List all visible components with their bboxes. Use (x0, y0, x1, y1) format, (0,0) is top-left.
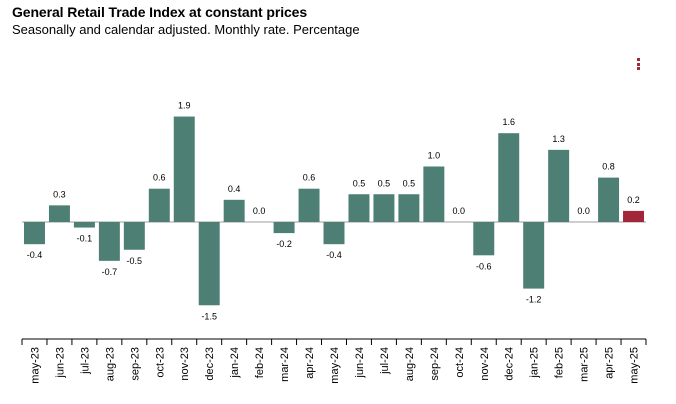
x-tick-label-sep-23: sep-23 (129, 347, 141, 381)
x-tick-label-aug-23: aug-23 (104, 347, 116, 381)
data-label-dec-24: 1.6 (502, 117, 515, 127)
bar-nov-24 (473, 222, 495, 256)
x-tick-label-jan-24: jan-24 (229, 347, 241, 379)
data-label-jun-24: 0.5 (353, 178, 366, 188)
data-label-jul-24: 0.5 (378, 178, 391, 188)
x-tick-label-nov-24: nov-24 (479, 347, 491, 381)
x-tick-label-oct-23: oct-23 (154, 347, 166, 378)
data-label-dec-23: -1.5 (201, 311, 217, 321)
bar-aug-24 (398, 194, 420, 222)
data-label-may-24: -0.4 (326, 250, 342, 260)
x-tick-label-nov-23: nov-23 (179, 347, 191, 381)
bar-jun-23 (48, 205, 70, 222)
bar-apr-24 (298, 188, 320, 222)
bar-sep-23 (123, 222, 145, 250)
bar-may-23 (24, 222, 45, 245)
bar-aug-23 (98, 222, 120, 261)
x-tick-label-jun-24: jun-24 (354, 347, 366, 379)
x-tick-label-mar-24: mar-24 (279, 347, 291, 382)
bar-feb-25 (548, 149, 570, 222)
data-label-oct-24: 0.0 (453, 206, 466, 216)
bar-nov-23 (173, 116, 195, 222)
bar-mar-24 (273, 222, 295, 234)
data-label-feb-25: 1.3 (552, 134, 565, 144)
bar-jul-23 (73, 222, 95, 228)
data-label-mar-25: 0.0 (577, 206, 590, 216)
x-tick-label-aug-24: aug-24 (404, 347, 416, 381)
bar-jul-24 (373, 194, 395, 222)
x-tick-label-may-23: may-23 (29, 347, 41, 384)
x-tick-label-feb-25: feb-25 (554, 347, 566, 378)
bar-jan-25 (523, 222, 545, 289)
x-tick-label-may-25: may-25 (629, 347, 641, 384)
bar-jan-24 (223, 199, 245, 222)
data-label-jun-23: 0.3 (53, 189, 66, 199)
bar-may-24 (323, 222, 345, 245)
data-label-nov-23: 1.9 (178, 101, 191, 111)
data-label-may-23: -0.4 (27, 250, 43, 260)
x-tick-label-dec-24: dec-24 (504, 347, 516, 381)
data-label-apr-25: 0.8 (602, 162, 615, 172)
x-tick-label-oct-24: oct-24 (454, 347, 466, 378)
x-tick-label-jul-23: jul-23 (79, 347, 91, 375)
x-tick-label-jun-23: jun-23 (54, 347, 66, 379)
bar-may-25 (623, 210, 645, 222)
x-tick-label-feb-24: feb-24 (254, 347, 266, 378)
data-label-nov-24: -0.6 (476, 261, 492, 271)
x-tick-label-apr-25: apr-25 (604, 347, 616, 379)
bar-jun-24 (348, 194, 370, 222)
data-label-jan-24: 0.4 (228, 184, 241, 194)
chart-subtitle: Seasonally and calendar adjusted. Monthl… (12, 22, 360, 37)
bar-dec-24 (498, 133, 520, 222)
x-tick-label-mar-25: mar-25 (579, 347, 591, 382)
x-tick-label-apr-24: apr-24 (304, 347, 316, 379)
chart-title: General Retail Trade Index at constant p… (12, 4, 308, 20)
bar-apr-25 (598, 177, 620, 222)
data-label-feb-24: 0.0 (253, 206, 266, 216)
bar-dec-23 (198, 222, 220, 306)
data-label-mar-24: -0.2 (276, 239, 292, 249)
data-label-oct-23: 0.6 (153, 173, 166, 183)
data-label-sep-24: 1.0 (428, 151, 441, 161)
data-label-jan-25: -1.2 (526, 295, 542, 305)
kebab-menu-icon[interactable] (635, 58, 641, 72)
bar-sep-24 (423, 166, 445, 222)
data-label-aug-23: -0.7 (102, 267, 118, 277)
x-tick-label-jan-25: jan-25 (529, 347, 541, 379)
x-tick-label-dec-23: dec-23 (204, 347, 216, 381)
data-label-jul-23: -0.1 (77, 234, 93, 244)
data-label-apr-24: 0.6 (303, 173, 316, 183)
data-label-may-25: 0.2 (627, 195, 640, 205)
bar-oct-23 (148, 188, 170, 222)
x-tick-label-jul-24: jul-24 (379, 347, 391, 375)
data-label-sep-23: -0.5 (127, 256, 143, 266)
x-tick-label-may-24: may-24 (329, 347, 341, 384)
x-tick-label-sep-24: sep-24 (429, 347, 441, 381)
data-label-aug-24: 0.5 (403, 178, 416, 188)
